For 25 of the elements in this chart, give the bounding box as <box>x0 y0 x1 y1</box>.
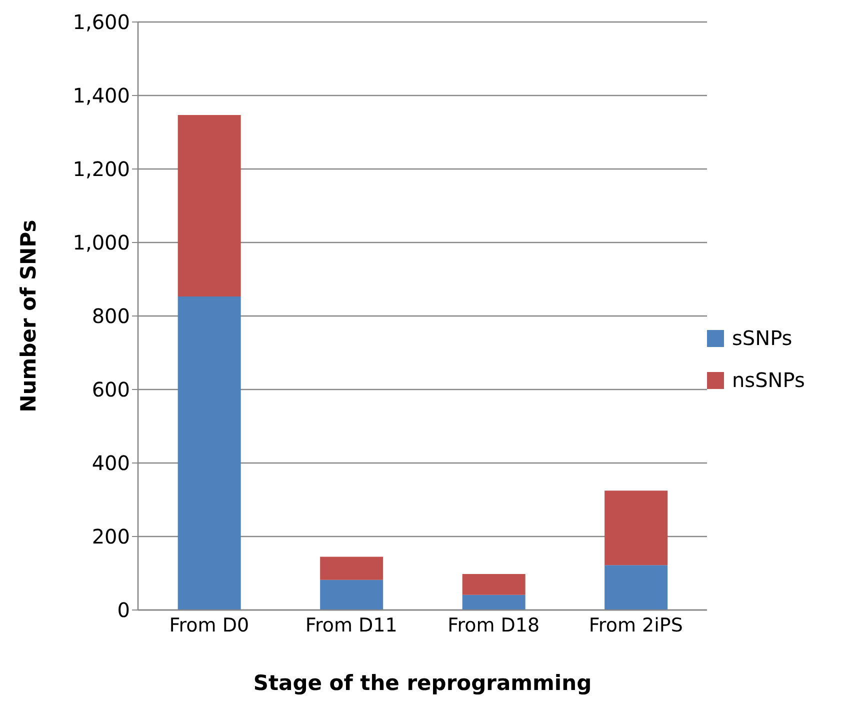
x-tick-label: From D0 <box>169 614 250 636</box>
y-tick-label: 1,200 <box>72 157 130 182</box>
y-axis-title: Number of SNPs <box>16 220 40 412</box>
bar <box>178 296 241 610</box>
bar <box>320 580 384 610</box>
y-tick-label: 1,600 <box>72 10 130 34</box>
bar <box>462 574 526 595</box>
y-tick-label: 400 <box>92 451 130 476</box>
y-tick-label: 200 <box>92 524 130 549</box>
y-tick-label: 800 <box>92 304 130 328</box>
bar <box>320 556 384 580</box>
y-tick-label: 1,000 <box>72 230 130 255</box>
bar <box>462 594 526 610</box>
bar <box>178 114 241 297</box>
x-tick-label: From D18 <box>448 614 540 636</box>
legend-label: nsSNPs <box>732 368 805 392</box>
y-tick-label: 600 <box>92 378 130 402</box>
bar <box>604 565 668 610</box>
x-axis-title: Stage of the reprogramming <box>253 671 592 695</box>
y-tick-label: 1,400 <box>72 84 130 108</box>
x-tick-label: From D11 <box>305 614 398 636</box>
y-tick-label: 0 <box>117 598 130 622</box>
legend-label: sSNPs <box>732 326 792 350</box>
bar <box>604 490 668 566</box>
x-tick-label: From 2iPS <box>588 614 683 636</box>
